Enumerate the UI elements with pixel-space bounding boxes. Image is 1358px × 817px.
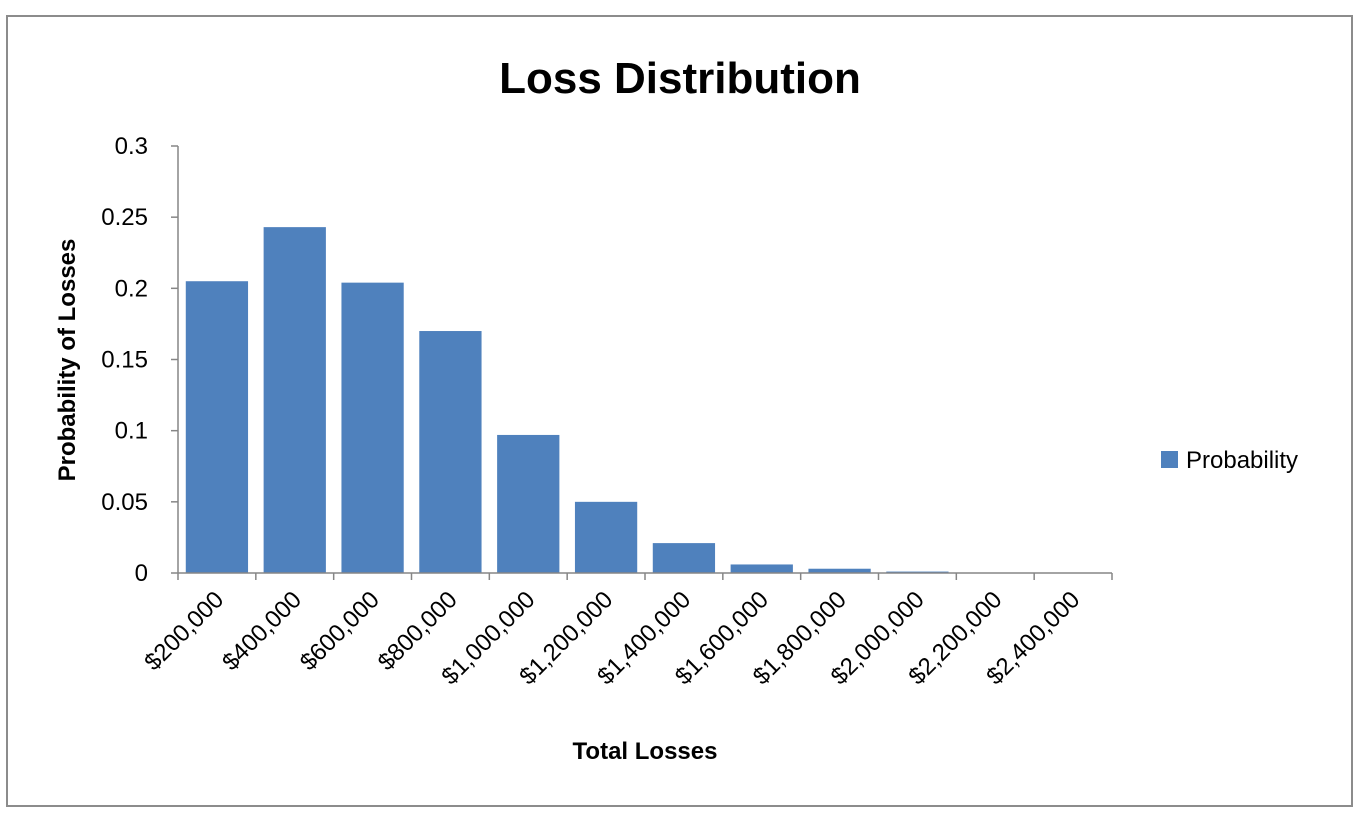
- bar-1: [186, 281, 248, 573]
- y-tick-label: 0.1: [115, 418, 148, 445]
- y-tick-label: 0.05: [101, 489, 148, 516]
- y-axis-title: Probability of Losses: [54, 239, 81, 482]
- y-tick-label: 0: [135, 560, 148, 587]
- y-tick-label: 0.2: [115, 275, 148, 302]
- legend-label-probability: Probability: [1186, 447, 1298, 474]
- bar-8: [731, 564, 793, 573]
- bar-2: [264, 227, 326, 573]
- x-axis-title: Total Losses: [573, 738, 718, 765]
- legend-swatch-probability: [1161, 451, 1178, 468]
- y-tick-label: 0.3: [115, 133, 148, 160]
- bar-5: [497, 435, 559, 573]
- chart-title: Loss Distribution: [499, 54, 861, 103]
- bar-4: [419, 331, 481, 573]
- y-tick-label: 0.25: [101, 204, 148, 231]
- bar-3: [341, 283, 403, 573]
- y-tick-label: 0.15: [101, 347, 148, 374]
- bar-7: [653, 543, 715, 573]
- bar-6: [575, 502, 637, 573]
